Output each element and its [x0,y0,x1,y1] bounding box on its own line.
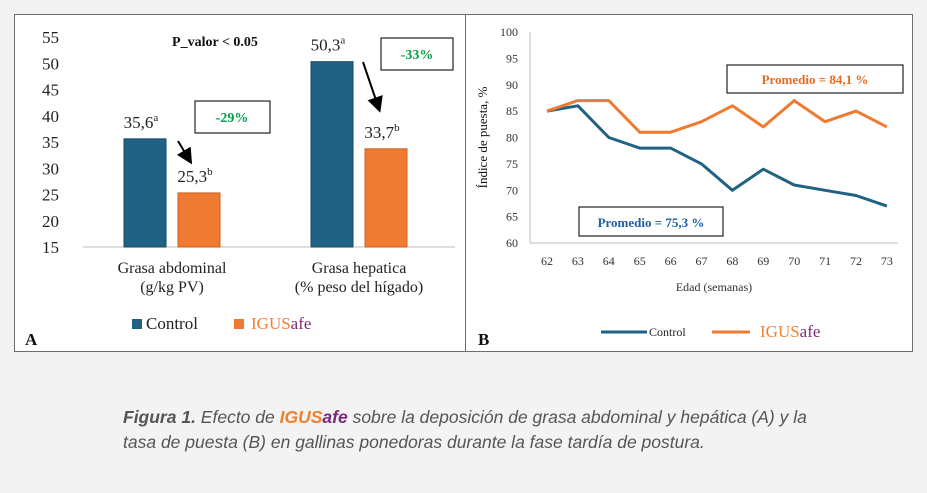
bar-value-superscript: b [207,166,213,178]
x-tick-label: 62 [541,254,553,268]
y-tick-label: 50 [42,54,59,73]
bar-value-label: 50,3a [311,35,346,55]
line-chart-svg: 60 65 70 75 80 85 90 95 100 62 63 64 65 66 67 68 69 70 71 7… [475,25,904,349]
bar-control [310,61,354,248]
panel-letter: A [25,330,38,349]
y-tick-label: 55 [42,28,59,47]
p-value-label: P_valor < 0.05 [172,35,258,50]
bar-igusafe [177,192,221,248]
caption-text-after: sobre la deposición de grasa abdominal y… [123,407,807,452]
y-tick-label: 15 [42,238,59,257]
legend-label-igusafe: IGUSafe [760,322,820,341]
legend-label-control: Control [146,314,198,333]
legend-label-igusafe: IGUSafe [251,314,311,333]
x-tick-label: 73 [881,254,893,268]
percent-box [380,37,454,71]
y-tick-label: 60 [506,236,518,250]
y-tick-label: 35 [42,133,59,152]
average-box-igusafe [726,64,904,94]
legend-swatch-control [132,319,142,329]
y-tick-label: 70 [506,183,518,197]
percent-change-label: -33% [401,48,434,63]
x-tick-label: 64 [603,254,615,268]
x-tick-label: 68 [726,254,738,268]
caption-figure-label: Figura 1. [123,407,196,427]
y-tick-label: 80 [506,131,518,145]
decrease-arrow [362,61,383,113]
series-line-igusafe [546,99,888,134]
y-tick-label: 25 [42,186,59,205]
x-tick-label: 63 [572,254,584,268]
category-label: Grasa hepatica [312,260,407,277]
x-tick-label: 65 [634,254,646,268]
y-tick-label: 95 [506,51,518,65]
panel-b-line-chart: 60 65 70 75 80 85 90 95 100 62 63 64 65 66 67 68 69 70 71 7… [465,14,913,352]
category-label: Grasa abdominal [118,260,227,277]
x-tick-label: 66 [665,254,677,268]
average-label-igusafe: Promedio = 84,1 % [762,72,869,87]
y-tick-label: 30 [42,159,59,178]
legend-label-control: Control [649,325,686,339]
panel-letter: B [478,330,489,349]
caption-brand-afe: afe [322,407,348,427]
series-line-control [546,104,888,208]
x-tick-label: 70 [788,254,800,268]
bar-value-superscript: a [340,35,345,47]
y-tick-label: 90 [506,78,518,92]
y-tick-label: 20 [42,212,59,231]
average-box-control [578,206,724,237]
bar-value-label: 25,3b [177,166,213,186]
figure-caption: Figura 1. Efecto de IGUSafe sobre la dep… [123,405,813,455]
y-tick-label: 40 [42,107,59,126]
y-tick-label: 75 [506,157,518,171]
x-tick-label: 69 [757,254,769,268]
bar-value-superscript: a [153,112,158,124]
y-tick-label: 45 [42,81,59,100]
category-label: (% peso del hígado) [295,279,423,296]
y-tick-label: 85 [506,104,518,118]
x-tick-label: 67 [696,254,708,268]
x-tick-label: 72 [850,254,862,268]
category-label: (g/kg PV) [140,279,204,296]
legend-label-igusafe-suffix: afe [291,314,312,333]
caption-text-before: Efecto de [195,407,280,427]
decrease-arrow [176,140,193,165]
x-axis-title: Edad (semanas) [676,280,752,294]
y-axis-title: Índice de puesta, % [475,86,490,188]
percent-box [194,100,271,134]
caption-brand-igus: IGUS [279,407,323,427]
legend-label-igusafe-suffix: afe [800,322,821,341]
y-tick-label: 65 [506,210,518,224]
x-tick-label: 71 [819,254,831,268]
average-label-control: Promedio = 75,3 % [598,215,705,230]
bar-value-label: 35,6a [124,112,159,132]
bar-control [123,138,167,248]
bar-chart-svg: 15 20 25 30 35 40 45 50 55 35,6a 25,3b Grasa abdomi… [25,28,455,349]
bar-igusafe [364,148,408,248]
y-tick-label: 100 [500,25,518,39]
percent-change-label: -29% [216,111,249,126]
legend-swatch-igusafe [234,319,244,329]
bar-value-superscript: b [394,122,400,134]
panel-a-bar-chart: 15 20 25 30 35 40 45 50 55 35,6a 25,3b Grasa abdomi… [14,14,466,352]
bar-value-label: 33,7b [364,122,400,142]
